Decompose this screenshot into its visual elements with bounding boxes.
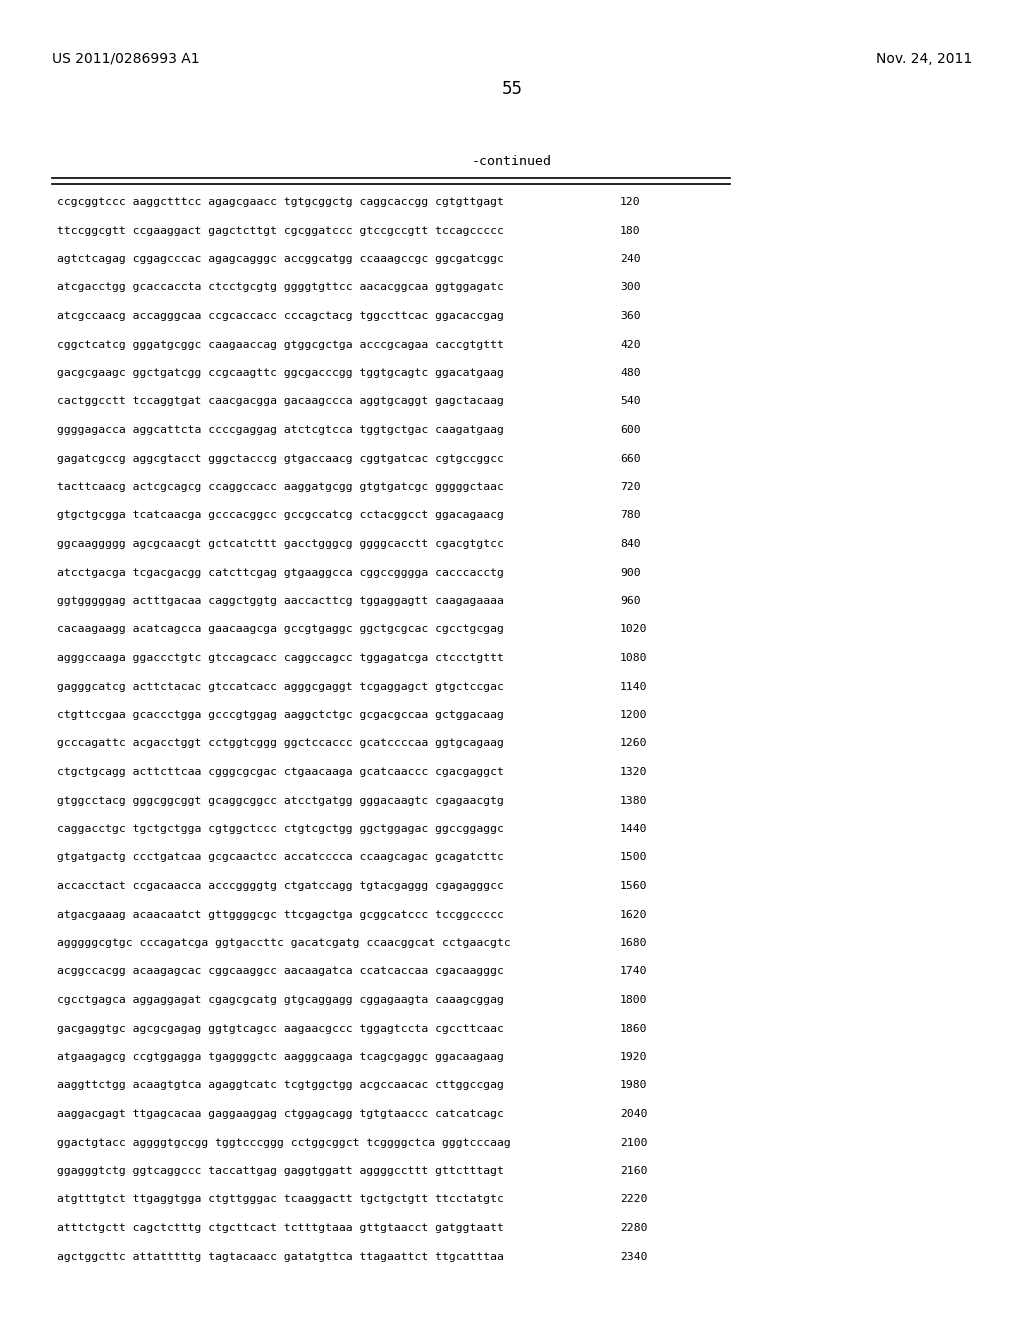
Text: 660: 660 (620, 454, 641, 463)
Text: atgacgaaag acaacaatct gttggggcgc ttcgagctga gcggcatccc tccggccccc: atgacgaaag acaacaatct gttggggcgc ttcgagc… (57, 909, 504, 920)
Text: tacttcaacg actcgcagcg ccaggccacc aaggatgcgg gtgtgatcgc gggggctaac: tacttcaacg actcgcagcg ccaggccacc aaggatg… (57, 482, 504, 492)
Text: 720: 720 (620, 482, 641, 492)
Text: 540: 540 (620, 396, 641, 407)
Text: ttccggcgtt ccgaaggact gagctcttgt cgcggatccc gtccgccgtt tccagccccc: ttccggcgtt ccgaaggact gagctcttgt cgcggat… (57, 226, 504, 235)
Text: 2100: 2100 (620, 1138, 647, 1147)
Text: cacaagaagg acatcagcca gaacaagcga gccgtgaggc ggctgcgcac cgcctgcgag: cacaagaagg acatcagcca gaacaagcga gccgtga… (57, 624, 504, 635)
Text: ggactgtacc aggggtgccgg tggtcccggg cctggcggct tcggggctca gggtcccaag: ggactgtacc aggggtgccgg tggtcccggg cctggc… (57, 1138, 511, 1147)
Text: atcgacctgg gcaccaccta ctcctgcgtg ggggtgttcc aacacggcaa ggtggagatc: atcgacctgg gcaccaccta ctcctgcgtg ggggtgt… (57, 282, 504, 293)
Text: 240: 240 (620, 253, 641, 264)
Text: 2160: 2160 (620, 1166, 647, 1176)
Text: agtctcagag cggagcccac agagcagggc accggcatgg ccaaagccgc ggcgatcggc: agtctcagag cggagcccac agagcagggc accggca… (57, 253, 504, 264)
Text: accacctact ccgacaacca acccggggtg ctgatccagg tgtacgaggg cgagagggcc: accacctact ccgacaacca acccggggtg ctgatcc… (57, 880, 504, 891)
Text: ccgcggtccc aaggctttcc agagcgaacc tgtgcggctg caggcaccgg cgtgttgagt: ccgcggtccc aaggctttcc agagcgaacc tgtgcgg… (57, 197, 504, 207)
Text: 900: 900 (620, 568, 641, 578)
Text: 1140: 1140 (620, 681, 647, 692)
Text: cactggcctt tccaggtgat caacgacgga gacaagccca aggtgcaggt gagctacaag: cactggcctt tccaggtgat caacgacgga gacaagc… (57, 396, 504, 407)
Text: cgcctgagca aggaggagat cgagcgcatg gtgcaggagg cggagaagta caaagcggag: cgcctgagca aggaggagat cgagcgcatg gtgcagg… (57, 995, 504, 1005)
Text: 2220: 2220 (620, 1195, 647, 1204)
Text: 1740: 1740 (620, 966, 647, 977)
Text: gtggcctacg gggcggcggt gcaggcggcc atcctgatgg gggacaagtc cgagaacgtg: gtggcctacg gggcggcggt gcaggcggcc atcctga… (57, 796, 504, 805)
Text: 1680: 1680 (620, 939, 647, 948)
Text: gacgcgaagc ggctgatcgg ccgcaagttc ggcgacccgg tggtgcagtc ggacatgaag: gacgcgaagc ggctgatcgg ccgcaagttc ggcgacc… (57, 368, 504, 378)
Text: 1500: 1500 (620, 853, 647, 862)
Text: atcgccaacg accagggcaa ccgcaccacc cccagctacg tggccttcac ggacaccgag: atcgccaacg accagggcaa ccgcaccacc cccagct… (57, 312, 504, 321)
Text: US 2011/0286993 A1: US 2011/0286993 A1 (52, 51, 200, 66)
Text: 180: 180 (620, 226, 641, 235)
Text: ggagggtctg ggtcaggccc taccattgag gaggtggatt aggggccttt gttctttagt: ggagggtctg ggtcaggccc taccattgag gaggtgg… (57, 1166, 504, 1176)
Text: 1320: 1320 (620, 767, 647, 777)
Text: gagatcgccg aggcgtacct gggctacccg gtgaccaacg cggtgatcac cgtgccggcc: gagatcgccg aggcgtacct gggctacccg gtgacca… (57, 454, 504, 463)
Text: 780: 780 (620, 511, 641, 520)
Text: gcccagattc acgacctggt cctggtcggg ggctccaccc gcatccccaa ggtgcagaag: gcccagattc acgacctggt cctggtcggg ggctcca… (57, 738, 504, 748)
Text: 1440: 1440 (620, 824, 647, 834)
Text: 2340: 2340 (620, 1251, 647, 1262)
Text: 1020: 1020 (620, 624, 647, 635)
Text: 120: 120 (620, 197, 641, 207)
Text: cggctcatcg gggatgcggc caagaaccag gtggcgctga acccgcagaa caccgtgttt: cggctcatcg gggatgcggc caagaaccag gtggcgc… (57, 339, 504, 350)
Text: agggggcgtgc cccagatcga ggtgaccttc gacatcgatg ccaacggcat cctgaacgtc: agggggcgtgc cccagatcga ggtgaccttc gacatc… (57, 939, 511, 948)
Text: 1260: 1260 (620, 738, 647, 748)
Text: gtgatgactg ccctgatcaa gcgcaactcc accatcccca ccaagcagac gcagatcttc: gtgatgactg ccctgatcaa gcgcaactcc accatcc… (57, 853, 504, 862)
Text: ctgttccgaa gcaccctgga gcccgtggag aaggctctgc gcgacgccaa gctggacaag: ctgttccgaa gcaccctgga gcccgtggag aaggctc… (57, 710, 504, 719)
Text: aaggttctgg acaagtgtca agaggtcatc tcgtggctgg acgccaacac cttggccgag: aaggttctgg acaagtgtca agaggtcatc tcgtggc… (57, 1081, 504, 1090)
Text: 360: 360 (620, 312, 641, 321)
Text: 1800: 1800 (620, 995, 647, 1005)
Text: 1380: 1380 (620, 796, 647, 805)
Text: atcctgacga tcgacgacgg catcttcgag gtgaaggcca cggccgggga cacccacctg: atcctgacga tcgacgacgg catcttcgag gtgaagg… (57, 568, 504, 578)
Text: atgtttgtct ttgaggtgga ctgttgggac tcaaggactt tgctgctgtt ttcctatgtc: atgtttgtct ttgaggtgga ctgttgggac tcaagga… (57, 1195, 504, 1204)
Text: 420: 420 (620, 339, 641, 350)
Text: 840: 840 (620, 539, 641, 549)
Text: 960: 960 (620, 597, 641, 606)
Text: agggccaaga ggaccctgtc gtccagcacc caggccagcc tggagatcga ctccctgttt: agggccaaga ggaccctgtc gtccagcacc caggcca… (57, 653, 504, 663)
Text: 600: 600 (620, 425, 641, 436)
Text: agctggcttc attatttttg tagtacaacc gatatgttca ttagaattct ttgcatttaa: agctggcttc attatttttg tagtacaacc gatatgt… (57, 1251, 504, 1262)
Text: acggccacgg acaagagcac cggcaaggcc aacaagatca ccatcaccaa cgacaagggc: acggccacgg acaagagcac cggcaaggcc aacaaga… (57, 966, 504, 977)
Text: gagggcatcg acttctacac gtccatcacc agggcgaggt tcgaggagct gtgctccgac: gagggcatcg acttctacac gtccatcacc agggcga… (57, 681, 504, 692)
Text: 300: 300 (620, 282, 641, 293)
Text: ggcaaggggg agcgcaacgt gctcatcttt gacctgggcg ggggcacctt cgacgtgtcc: ggcaaggggg agcgcaacgt gctcatcttt gacctgg… (57, 539, 504, 549)
Text: 2280: 2280 (620, 1224, 647, 1233)
Text: Nov. 24, 2011: Nov. 24, 2011 (876, 51, 972, 66)
Text: 55: 55 (502, 81, 522, 98)
Text: 1560: 1560 (620, 880, 647, 891)
Text: 1860: 1860 (620, 1023, 647, 1034)
Text: 1200: 1200 (620, 710, 647, 719)
Text: atgaagagcg ccgtggagga tgaggggctc aagggcaaga tcagcgaggc ggacaagaag: atgaagagcg ccgtggagga tgaggggctc aagggca… (57, 1052, 504, 1063)
Text: aaggacgagt ttgagcacaa gaggaaggag ctggagcagg tgtgtaaccc catcatcagc: aaggacgagt ttgagcacaa gaggaaggag ctggagc… (57, 1109, 504, 1119)
Text: gtgctgcgga tcatcaacga gcccacggcc gccgccatcg cctacggcct ggacagaacg: gtgctgcgga tcatcaacga gcccacggcc gccgcca… (57, 511, 504, 520)
Text: ggtgggggag actttgacaa caggctggtg aaccacttcg tggaggagtt caagagaaaa: ggtgggggag actttgacaa caggctggtg aaccact… (57, 597, 504, 606)
Text: -continued: -continued (472, 154, 552, 168)
Text: 1080: 1080 (620, 653, 647, 663)
Text: 480: 480 (620, 368, 641, 378)
Text: ctgctgcagg acttcttcaa cgggcgcgac ctgaacaaga gcatcaaccc cgacgaggct: ctgctgcagg acttcttcaa cgggcgcgac ctgaaca… (57, 767, 504, 777)
Text: 2040: 2040 (620, 1109, 647, 1119)
Text: 1920: 1920 (620, 1052, 647, 1063)
Text: 1980: 1980 (620, 1081, 647, 1090)
Text: 1620: 1620 (620, 909, 647, 920)
Text: caggacctgc tgctgctgga cgtggctccc ctgtcgctgg ggctggagac ggccggaggc: caggacctgc tgctgctgga cgtggctccc ctgtcgc… (57, 824, 504, 834)
Text: ggggagacca aggcattcta ccccgaggag atctcgtcca tggtgctgac caagatgaag: ggggagacca aggcattcta ccccgaggag atctcgt… (57, 425, 504, 436)
Text: atttctgctt cagctctttg ctgcttcact tctttgtaaa gttgtaacct gatggtaatt: atttctgctt cagctctttg ctgcttcact tctttgt… (57, 1224, 504, 1233)
Text: gacgaggtgc agcgcgagag ggtgtcagcc aagaacgccc tggagtccta cgccttcaac: gacgaggtgc agcgcgagag ggtgtcagcc aagaacg… (57, 1023, 504, 1034)
